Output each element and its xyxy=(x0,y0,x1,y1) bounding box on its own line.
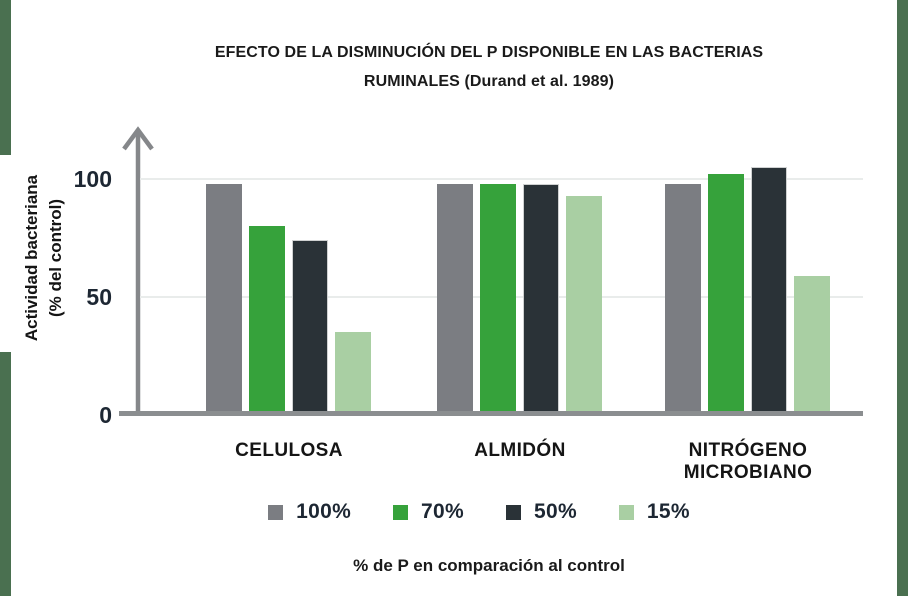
legend-item-50%: 50% xyxy=(505,500,577,524)
legend-label: 100% xyxy=(296,500,352,523)
bar-celulosa-50% xyxy=(292,240,328,415)
bar-nitrógeno-microbiano-50% xyxy=(751,167,787,415)
x-axis-line xyxy=(119,411,863,416)
gridline-100 xyxy=(140,178,863,180)
y-tick-label-100: 100 xyxy=(73,166,112,192)
bar-almidón-70% xyxy=(480,184,516,415)
bar-almidón-50% xyxy=(523,184,559,415)
chart-title-line1: EFECTO DE LA DISMINUCIÓN DEL P DISPONIBL… xyxy=(214,44,764,61)
x-category-label-almidón: ALMIDÓN xyxy=(474,440,566,461)
legend-label: 70% xyxy=(421,500,464,523)
bar-almidón-15% xyxy=(566,196,602,415)
chart-title: EFECTO DE LA DISMINUCIÓN DEL P DISPONIBL… xyxy=(80,38,898,96)
legend-swatch-icon xyxy=(505,504,521,520)
bar-celulosa-100% xyxy=(206,184,242,415)
legend: 100% 70% 50% 15% xyxy=(50,500,908,524)
y-tick-label-0: 0 xyxy=(99,402,112,428)
frame-border-right xyxy=(897,0,908,596)
legend-swatch-icon xyxy=(268,504,284,520)
legend-label: 15% xyxy=(646,500,690,523)
legend-item-100%: 100% xyxy=(268,500,351,524)
x-category-label-nitrógeno-microbiano: NITRÓGENO MICROBIANO xyxy=(683,440,813,483)
bar-nitrógeno-microbiano-70% xyxy=(708,174,744,415)
legend-item-70%: 70% xyxy=(393,500,464,524)
legend-swatch-icon xyxy=(393,504,409,520)
y-axis-title-line2: (% del control) xyxy=(46,198,65,318)
y-axis-title-line1: Actividad bacteriana xyxy=(22,174,41,342)
bar-celulosa-15% xyxy=(335,332,371,415)
bar-nitrógeno-microbiano-100% xyxy=(665,184,701,415)
y-axis-title: Actividad bacteriana (% del control) xyxy=(20,98,72,418)
y-tick-label-50: 50 xyxy=(86,284,112,310)
bar-celulosa-70% xyxy=(249,226,285,415)
frame-border-left-top xyxy=(0,0,11,155)
bar-almidón-100% xyxy=(437,184,473,415)
y-axis-arrow-icon xyxy=(122,126,154,416)
legend-item-15%: 15% xyxy=(618,500,690,524)
bar-nitrógeno-microbiano-15% xyxy=(794,276,830,415)
legend-swatch-icon xyxy=(618,504,634,520)
chart-title-line2: RUMINALES (Durand et al. 1989) xyxy=(363,73,615,90)
frame-border-left-bottom xyxy=(0,352,11,596)
x-axis-title: % de P en comparación al control xyxy=(353,556,625,575)
legend-label: 50% xyxy=(533,500,577,523)
x-category-label-celulosa: CELULOSA xyxy=(235,440,343,461)
